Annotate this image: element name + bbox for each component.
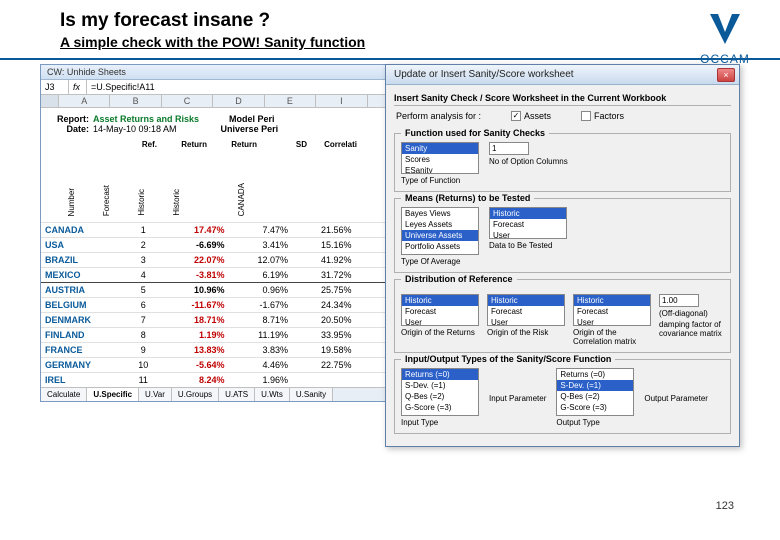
optcol-input[interactable] [489, 142, 529, 155]
assets-checkbox[interactable]: ✓Assets [511, 111, 551, 121]
output-type-listbox[interactable]: Returns (=0)S-Dev. (=1)Q-Bes (=2)G-Score… [556, 368, 634, 416]
formula-input[interactable]: =U.Specific!A11 [87, 80, 419, 94]
fs1-legend: Function used for Sanity Checks [401, 128, 549, 138]
page-title: Is my forecast insane ? [60, 10, 720, 32]
fs4-inlbl: Input Parameter [489, 394, 546, 403]
date-label: Date: [45, 124, 93, 134]
model-label: Model Peri [229, 114, 275, 124]
sanity-dialog: Update or Insert Sanity/Score worksheet … [385, 64, 740, 447]
dist-risk-listbox[interactable]: HistoricForecastUser [487, 294, 565, 326]
formula-bar[interactable]: J3 fx =U.Specific!A11 [41, 80, 419, 95]
fs4-legend: Input/Output Types of the Sanity/Score F… [401, 354, 615, 364]
means-listbox[interactable]: Bayes ViewsLeyes AssetsUniverse AssetsPo… [401, 207, 479, 255]
fs2-legend: Means (Returns) to be Tested [401, 193, 534, 203]
fs2-datatest-label: Data to Be Tested [489, 241, 567, 250]
report-label: Report: [45, 114, 93, 124]
factors-label: Factors [594, 111, 624, 121]
spreadsheet-titlebar: CW: Unhide Sheets [41, 65, 419, 80]
fs4-outlbl: Output Parameter [644, 394, 708, 403]
dialog-section-title: Insert Sanity Check / Score Worksheet in… [394, 93, 731, 106]
optcol-label: No of Option Columns [489, 157, 568, 166]
function-listbox[interactable]: SanityScoresESanity [401, 142, 479, 174]
dialog-title-text: Update or Insert Sanity/Score worksheet [394, 69, 574, 80]
assets-label: Assets [524, 111, 551, 121]
report-value: Asset Returns and Risks [93, 114, 199, 124]
sheet-tabs[interactable]: CalculateU.SpecificU.VarU.GroupsU.ATSU.W… [41, 387, 419, 401]
cell-ref[interactable]: J3 [41, 80, 69, 94]
column-headers: ABCDEIJ [41, 95, 419, 108]
input-type-listbox[interactable]: Returns (=0)S-Dev. (=1)Q-Bes (=2)G-Score… [401, 368, 479, 416]
fs3-legend: Distribution of Reference [401, 274, 517, 284]
close-icon[interactable]: × [717, 68, 735, 82]
fs1-type-label: Type of Function [401, 176, 479, 185]
fs3-origrisk-label: Origin of the Risk [487, 328, 565, 337]
fx-label[interactable]: fx [69, 80, 87, 94]
fs3-origret-label: Origin of the Returns [401, 328, 479, 337]
diag-input[interactable] [659, 294, 699, 307]
page-number: 123 [716, 500, 734, 512]
data-table: CANADA117.47%7.47%21.56%1.00USA2-6.69%3.… [41, 222, 419, 387]
perform-label: Perform analysis for : [396, 111, 481, 121]
diag-label2: damping factor of covariance matrix [659, 320, 729, 338]
spreadsheet-window: CW: Unhide Sheets J3 fx =U.Specific!A11 … [40, 64, 420, 402]
dist-returns-listbox[interactable]: HistoricForecastUser [401, 294, 479, 326]
dist-corr-listbox[interactable]: HistoricForecastUser [573, 294, 651, 326]
fs4-intype-label: Input Type [401, 418, 479, 427]
logo: OCCAM [700, 12, 750, 66]
means-type-listbox[interactable]: HistoricForecastUser [489, 207, 567, 239]
dialog-titlebar: Update or Insert Sanity/Score worksheet … [386, 65, 739, 85]
fs2-typeavg-label: Type Of Average [401, 257, 479, 266]
factors-checkbox[interactable]: Factors [581, 111, 624, 121]
fs3-origcorr-label: Origin of the Correlation matrix [573, 328, 651, 346]
fs4-outtype-label: Output Type [556, 418, 634, 427]
date-value: 14-May-10 09:18 AM [93, 124, 177, 134]
universe-label: Universe Peri [221, 124, 279, 134]
page-subtitle: A simple check with the POW! Sanity func… [60, 34, 720, 50]
diag-label1: (Off-diagonal) [659, 309, 729, 318]
